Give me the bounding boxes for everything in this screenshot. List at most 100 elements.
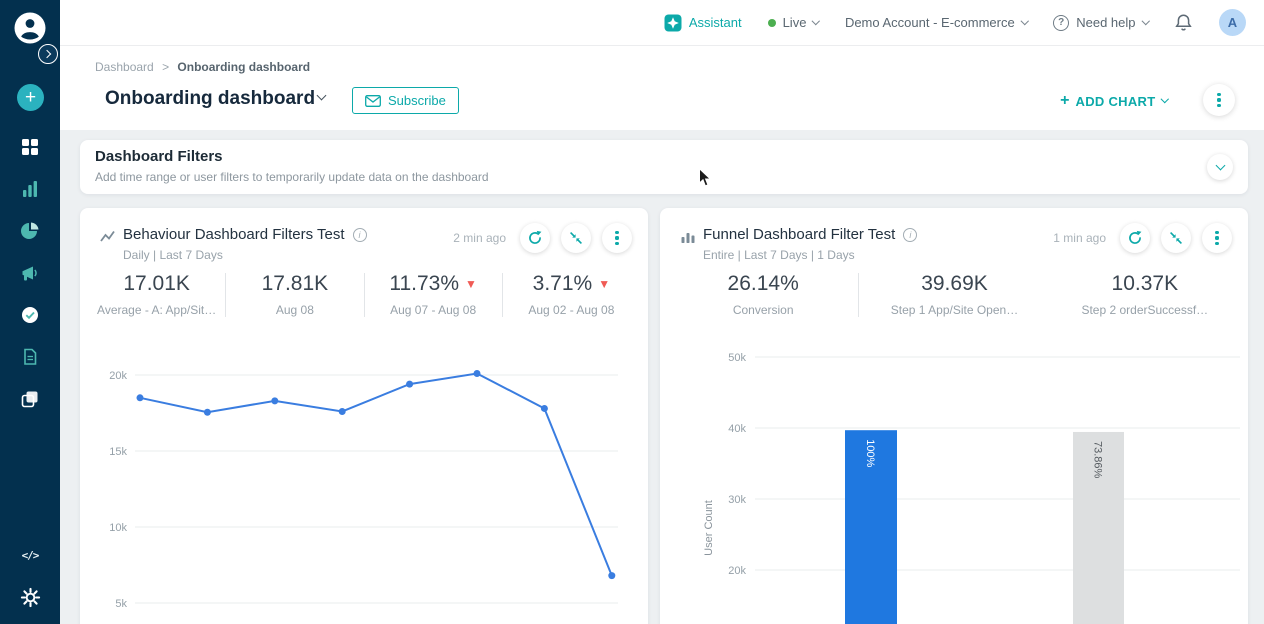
add-chart-label: ADD CHART	[1075, 93, 1156, 109]
dashboard-menu-button[interactable]	[1203, 84, 1235, 116]
live-status-dot	[767, 18, 776, 27]
resize-button[interactable]	[561, 223, 591, 253]
filters-expand-button[interactable]	[1207, 154, 1233, 180]
last-updated: 2 min ago	[453, 231, 506, 245]
stat-label: Step 1 App/Site Open…	[890, 303, 1019, 317]
dashboard-header: Dashboard > Onboarding dashboard Onboard…	[60, 46, 1264, 130]
svg-text:73.86%: 73.86%	[1092, 441, 1104, 479]
stat-value: 11.73%	[389, 272, 460, 295]
help-menu[interactable]: ? Need help	[1053, 14, 1150, 31]
refresh-icon	[1129, 230, 1142, 244]
refresh-icon	[529, 230, 542, 244]
megaphone-icon	[22, 266, 37, 281]
gear-icon	[20, 587, 40, 607]
stat-label: Average - A: App/Sit…	[97, 303, 217, 317]
plus-icon: +	[24, 87, 37, 108]
assistant-button[interactable]: Assistant	[664, 14, 742, 32]
dashboard-switcher-chevron[interactable]	[316, 90, 327, 101]
assistant-label: Assistant	[688, 15, 742, 30]
bell-icon	[1175, 13, 1192, 31]
sidebar-item-reports[interactable]	[0, 336, 60, 378]
chevron-down-icon	[1141, 16, 1150, 25]
stat-divider	[501, 272, 503, 317]
svg-text:5k: 5k	[115, 598, 127, 610]
live-label: Live	[782, 15, 807, 30]
svg-text:10k: 10k	[109, 522, 127, 534]
stat-value: 17.01K	[123, 272, 190, 295]
bar-chart-icon	[23, 181, 37, 197]
sidebar: +	[0, 0, 60, 624]
behaviour-line-chart[interactable]: 20k 15k 10k 5k	[80, 358, 648, 624]
svg-text:100%: 100%	[864, 439, 876, 467]
sidebar-item-analytics[interactable]	[0, 168, 60, 210]
stat-label: Aug 02 - Aug 08	[528, 303, 615, 317]
stat-label: Step 2 orderSuccessf…	[1081, 303, 1209, 317]
svg-text:15k: 15k	[109, 446, 127, 458]
svg-text:User Count: User Count	[703, 500, 715, 556]
subscribe-button[interactable]: Subscribe	[352, 87, 459, 114]
create-new-button[interactable]: +	[17, 84, 44, 111]
svg-text:40k: 40k	[728, 423, 746, 435]
help-label: Need help	[1076, 15, 1136, 30]
svg-text:20k: 20k	[728, 565, 746, 577]
sidebar-item-boards[interactable]	[0, 378, 60, 420]
info-glyph: i	[358, 229, 361, 240]
chart-title[interactable]: Funnel Dashboard Filter Test	[703, 226, 896, 243]
funnel-bar-chart[interactable]: 50k 40k 30k 20k User Count 100% 73.86%	[660, 338, 1248, 624]
trend-down-icon: ▼	[465, 277, 477, 291]
trend-down-icon: ▼	[598, 277, 611, 291]
envelope-icon	[365, 94, 381, 107]
sidebar-expand-button[interactable]	[38, 44, 58, 64]
stats-row: 26.14% Conversion 39.69K Step 1 App/Site…	[668, 272, 1240, 317]
environment-selector[interactable]: Live	[767, 15, 821, 30]
clevertap-logo-icon	[13, 11, 47, 45]
bar-chart-mini-icon	[681, 233, 695, 243]
question-glyph: ?	[1058, 17, 1065, 28]
chevron-down-icon	[812, 16, 821, 25]
stat-value: 10.37K	[1111, 272, 1179, 295]
mouse-cursor	[699, 168, 712, 187]
sidebar-item-campaigns[interactable]	[0, 252, 60, 294]
account-selector[interactable]: Demo Account - E-commerce	[845, 15, 1029, 30]
stat-latest: 17.81K Aug 08	[226, 272, 363, 317]
chart-menu-button[interactable]	[1202, 223, 1232, 253]
sidebar-item-segments[interactable]	[0, 210, 60, 252]
sidebar-item-settings[interactable]	[0, 576, 60, 618]
chart-title[interactable]: Behaviour Dashboard Filters Test	[123, 226, 345, 243]
stat-divider	[225, 272, 227, 317]
trend-line-icon	[100, 230, 115, 242]
resize-button[interactable]	[1161, 223, 1191, 253]
svg-text:20k: 20k	[109, 370, 127, 382]
info-icon[interactable]: i	[903, 227, 918, 242]
filters-title: Dashboard Filters	[95, 148, 223, 165]
refresh-button[interactable]	[520, 223, 550, 253]
chevron-down-icon	[1020, 16, 1029, 25]
stat-value: 39.69K	[921, 272, 988, 295]
user-avatar[interactable]: A	[1219, 9, 1246, 36]
refresh-button[interactable]	[1120, 223, 1150, 253]
sidebar-item-developer[interactable]: </>	[0, 534, 60, 576]
info-icon[interactable]: i	[352, 227, 367, 242]
chart-subtitle: Daily | Last 7 Days	[123, 248, 223, 262]
stat-change-1d: 11.73% ▼ Aug 07 - Aug 08	[365, 272, 502, 317]
sidebar-item-dashboards[interactable]	[0, 126, 60, 168]
breadcrumb-dashboard[interactable]: Dashboard	[95, 60, 154, 74]
kebab-icon	[1217, 92, 1221, 108]
chart-menu-button[interactable]	[602, 223, 632, 253]
document-icon	[24, 348, 37, 365]
pie-chart-icon	[21, 222, 39, 239]
avatar-initial: A	[1227, 15, 1238, 30]
breadcrumb-current: Onboarding dashboard	[177, 60, 311, 74]
sidebar-item-messages[interactable]	[0, 294, 60, 336]
chevron-right-icon	[42, 49, 52, 59]
add-chart-button[interactable]: + ADD CHART	[1060, 92, 1169, 110]
stat-label: Conversion	[732, 303, 794, 317]
page-title: Onboarding dashboard	[105, 88, 316, 109]
code-icon: </>	[21, 548, 40, 562]
topbar: Assistant Live Demo Account - E-commerce…	[60, 0, 1264, 46]
stat-conversion: 26.14% Conversion	[668, 272, 858, 317]
notifications-bell-button[interactable]	[1174, 13, 1193, 33]
stat-divider	[363, 272, 365, 317]
question-icon: ?	[1053, 14, 1070, 31]
